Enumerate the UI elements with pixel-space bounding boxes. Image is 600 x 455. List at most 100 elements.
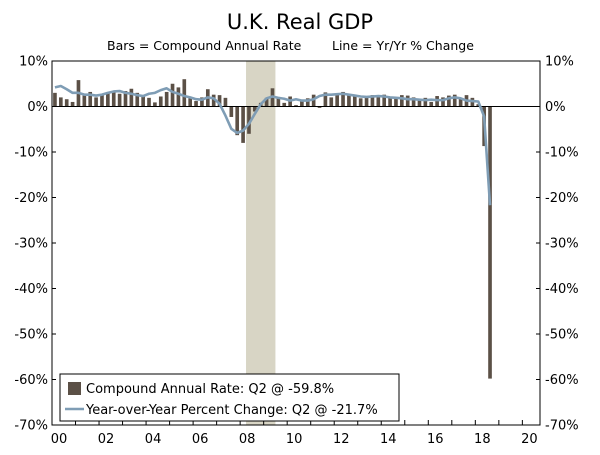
bar (247, 106, 251, 134)
x-tick-label: 02 (98, 432, 115, 447)
x-tick-label: 12 (333, 432, 350, 447)
bar (82, 95, 87, 107)
y-tick-label-left: -40% (14, 282, 48, 297)
chart-subtitle-bars: Bars = Compound Annual Rate (107, 38, 302, 53)
y-tick-label-left: -70% (14, 419, 48, 434)
y-tick-label-right: 10% (545, 55, 574, 70)
bar (276, 96, 281, 107)
bar (411, 97, 416, 107)
bar (241, 106, 245, 143)
plot-area (52, 61, 540, 425)
y-tick-label-right: -30% (545, 237, 579, 252)
y-tick-label-left: -20% (14, 191, 48, 206)
bar (141, 95, 145, 107)
y-tick-label-left: -10% (14, 146, 48, 161)
bar (317, 106, 322, 108)
bar (488, 106, 492, 379)
bar (182, 79, 187, 107)
chart-title: U.K. Real GDP (227, 10, 373, 34)
bar (458, 98, 463, 107)
bar (253, 106, 257, 112)
bar (158, 96, 163, 107)
bar (405, 95, 410, 107)
bar (194, 101, 198, 107)
bar (335, 93, 339, 107)
bar (123, 91, 128, 107)
bar (441, 97, 445, 107)
bar (264, 97, 269, 107)
bar (117, 93, 122, 107)
bar (294, 105, 298, 107)
y-tick-label-right: -10% (545, 146, 579, 161)
y-tick-label-right: -40% (545, 282, 579, 297)
y-tick-label-right: -60% (545, 373, 579, 388)
bar (64, 99, 69, 107)
bar (394, 98, 398, 107)
bar (176, 87, 181, 107)
bar (70, 101, 75, 107)
bar (358, 98, 363, 107)
bar (129, 88, 134, 107)
bar (300, 101, 304, 107)
bar (341, 91, 345, 107)
bar (59, 97, 63, 107)
bar (188, 98, 192, 107)
y-tick-label-left: 10% (19, 55, 48, 70)
bar (323, 92, 328, 107)
bar (370, 95, 375, 107)
bar (382, 94, 387, 107)
y-tick-label-left: 0% (27, 100, 48, 115)
axes: 10% 10% 0% 0% -10% -10% -20% -20% -30% -30% -40% -4… (14, 55, 578, 448)
y-tick-label-left: -30% (14, 237, 48, 252)
bar (100, 95, 104, 107)
x-tick-label: 18 (474, 432, 491, 447)
bar (364, 96, 369, 107)
legend-box (59, 373, 400, 422)
y-tick-label-right: -50% (545, 328, 579, 343)
legend-line-label: Year-over-Year Percent Change: Q2 @ -21.… (85, 403, 378, 418)
plot-frame (51, 60, 541, 426)
legend-bars-label: Compound Annual Rate: Q2 @ -59.8% (86, 382, 334, 397)
bar (388, 96, 392, 107)
x-tick-label: 20 (521, 432, 538, 447)
y-tick-label-right: 0% (545, 100, 566, 115)
legend: Compound Annual Rate: Q2 @ -59.8% Year-o… (59, 373, 400, 422)
bar (111, 91, 116, 107)
x-tick-label: 14 (380, 432, 397, 447)
x-tick-label: 00 (51, 432, 68, 447)
bar (135, 92, 140, 107)
bar (147, 97, 151, 107)
y-tick-label-left: -50% (14, 328, 48, 343)
bar (88, 91, 93, 107)
bar (235, 106, 240, 136)
bar (217, 95, 222, 107)
bar (153, 102, 157, 107)
bar (429, 101, 434, 107)
y-tick-label-right: -20% (545, 191, 579, 206)
y-tick-label-left: -60% (14, 373, 48, 388)
bar (223, 97, 228, 107)
bar (53, 92, 57, 107)
bar (423, 97, 428, 107)
bar (211, 94, 216, 107)
x-tick-label: 08 (239, 432, 256, 447)
legend-bar-swatch (68, 382, 81, 395)
bar (229, 106, 234, 117)
chart-subtitle-line: Line = Yr/Yr % Change (332, 38, 474, 53)
yoy-line (54, 84, 492, 206)
bar (311, 94, 316, 107)
bar (352, 95, 357, 107)
bar (200, 97, 204, 107)
bar (164, 91, 169, 107)
bar (476, 104, 481, 107)
bar (417, 99, 422, 107)
bar (452, 94, 457, 107)
bar (447, 95, 451, 107)
bar (400, 95, 404, 107)
x-tick-label: 06 (192, 432, 209, 447)
x-tick-label: 16 (427, 432, 444, 447)
bar (106, 92, 110, 107)
bar (347, 94, 351, 107)
bar (305, 98, 310, 107)
